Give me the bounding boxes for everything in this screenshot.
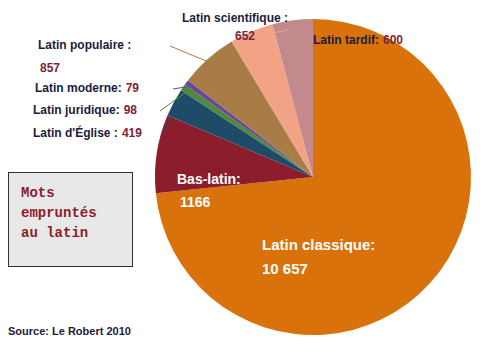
svg-text:1166: 1166 — [180, 194, 211, 210]
svg-text:Latin juridique:98: Latin juridique:98 — [33, 103, 137, 117]
svg-text:Latin moderne:79: Latin moderne:79 — [35, 81, 139, 95]
html-text:au latin: au latin — [21, 225, 89, 241]
html-text:Source: Le Robert 2010: Source: Le Robert 2010 — [8, 325, 131, 337]
svg-text:Latin classique:: Latin classique: — [262, 236, 375, 253]
html-text:empruntés: empruntés — [21, 205, 97, 221]
svg-text:857: 857 — [40, 61, 60, 75]
html-text:Mots: Mots — [21, 185, 55, 201]
svg-text:Latin scientifique :: Latin scientifique : — [182, 11, 288, 25]
svg-text:10 657: 10 657 — [262, 260, 308, 277]
svg-text:Latin tardif:600: Latin tardif:600 — [313, 33, 403, 47]
svg-text:652: 652 — [235, 29, 255, 43]
svg-text:Latin populaire :: Latin populaire : — [38, 38, 131, 52]
svg-text:Latin d'Église :419: Latin d'Église :419 — [33, 125, 142, 140]
svg-text:Bas-latin:: Bas-latin: — [177, 171, 241, 187]
